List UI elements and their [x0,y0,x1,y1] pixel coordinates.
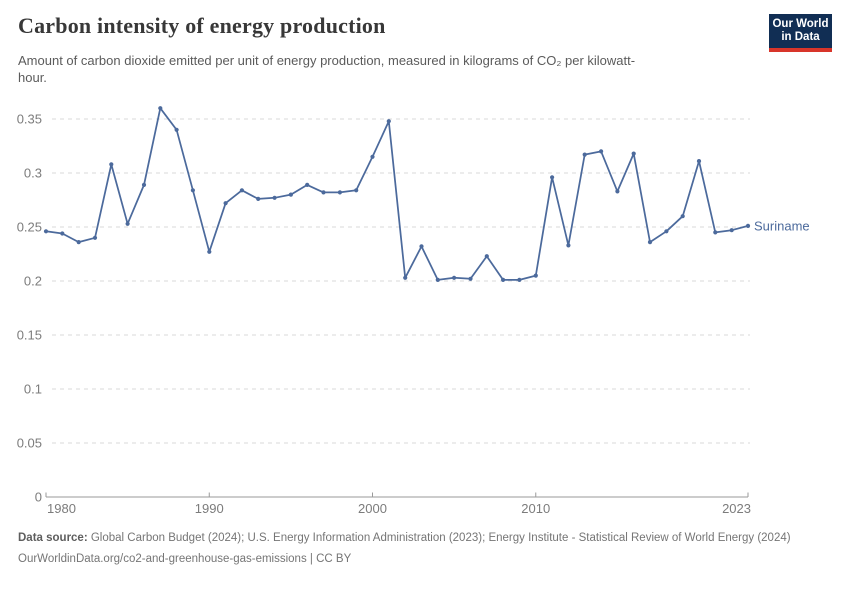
data-point [321,190,326,195]
y-axis-tick-label: 0.2 [24,274,42,289]
data-point [599,149,604,154]
chart-footer: Data source: Global Carbon Budget (2024)… [18,531,813,567]
data-point [60,231,65,236]
data-point [664,229,669,234]
y-axis-tick-label: 0.1 [24,382,42,397]
data-point [403,275,408,280]
y-axis-tick-label: 0.3 [24,166,42,181]
y-axis-tick-label: 0.15 [17,328,42,343]
data-point [354,188,359,193]
data-point [76,240,81,245]
data-point [419,244,424,249]
data-line-suriname [45,107,749,281]
data-point [452,275,457,280]
data-point [109,162,114,167]
data-point [550,175,555,180]
series-label-suriname[interactable]: Suriname [754,218,810,233]
y-axis-tick-label: 0.25 [17,220,42,235]
y-axis-tick-label: 0.35 [17,112,42,127]
data-point [729,228,734,233]
owid-logo-line2: in Data [781,31,820,43]
data-point [517,277,522,282]
data-point [207,249,212,254]
data-point [223,201,228,206]
data-point [501,277,506,282]
data-point [468,276,473,281]
footer-url-link[interactable]: OurWorldinData.org/co2-and-greenhouse-ga… [18,552,307,565]
owid-logo-box: Our World in Data [769,14,832,48]
x-axis-tick-label: 1980 [47,501,76,516]
data-point [43,229,49,234]
data-point [435,277,440,282]
data-point [533,273,538,278]
data-point [158,106,163,111]
data-point [92,235,98,240]
license-label: CC BY [316,552,352,565]
footer-link-line: OurWorldinData.org/co2-and-greenhouse-ga… [18,552,813,568]
data-point [272,195,277,200]
data-point [288,192,293,197]
data-point [582,152,587,157]
data-point [680,214,685,219]
y-axis-tick-label: 0 [35,490,42,505]
owid-logo[interactable]: Our World in Data [769,14,832,52]
data-point [337,190,342,195]
page-title: Carbon intensity of energy production [18,13,386,38]
x-axis-tick-label: 1990 [195,501,224,516]
data-source-note: Data source: Global Carbon Budget (2024)… [18,531,813,547]
data-point [190,188,195,193]
x-axis-tick-label: 2000 [358,501,387,516]
chart-subtitle: Amount of carbon dioxide emitted per uni… [18,53,636,85]
data-point [305,182,310,187]
data-point [647,240,653,245]
data-point [631,151,636,156]
data-point [370,154,375,159]
data-point [256,196,261,201]
data-point [713,230,718,235]
x-axis-tick-label: 2010 [521,501,550,516]
data-point [125,221,130,226]
data-source-text: Global Carbon Budget (2024); U.S. Energy… [87,532,791,544]
data-point [386,119,391,124]
data-point [141,182,147,187]
data-point [174,127,179,132]
data-point [239,188,244,193]
owid-logo-line1: Our World [772,18,829,30]
data-point [696,159,702,164]
data-point [745,223,751,228]
footer-separator: | [306,552,317,565]
data-point [484,254,489,259]
x-axis-tick-label: 2023 [722,501,751,516]
data-source-label: Data source: [18,532,88,544]
data-point [566,243,571,248]
owid-logo-accent-bar [769,48,832,52]
y-axis-tick-label: 0.05 [17,436,42,451]
data-point [615,189,620,194]
